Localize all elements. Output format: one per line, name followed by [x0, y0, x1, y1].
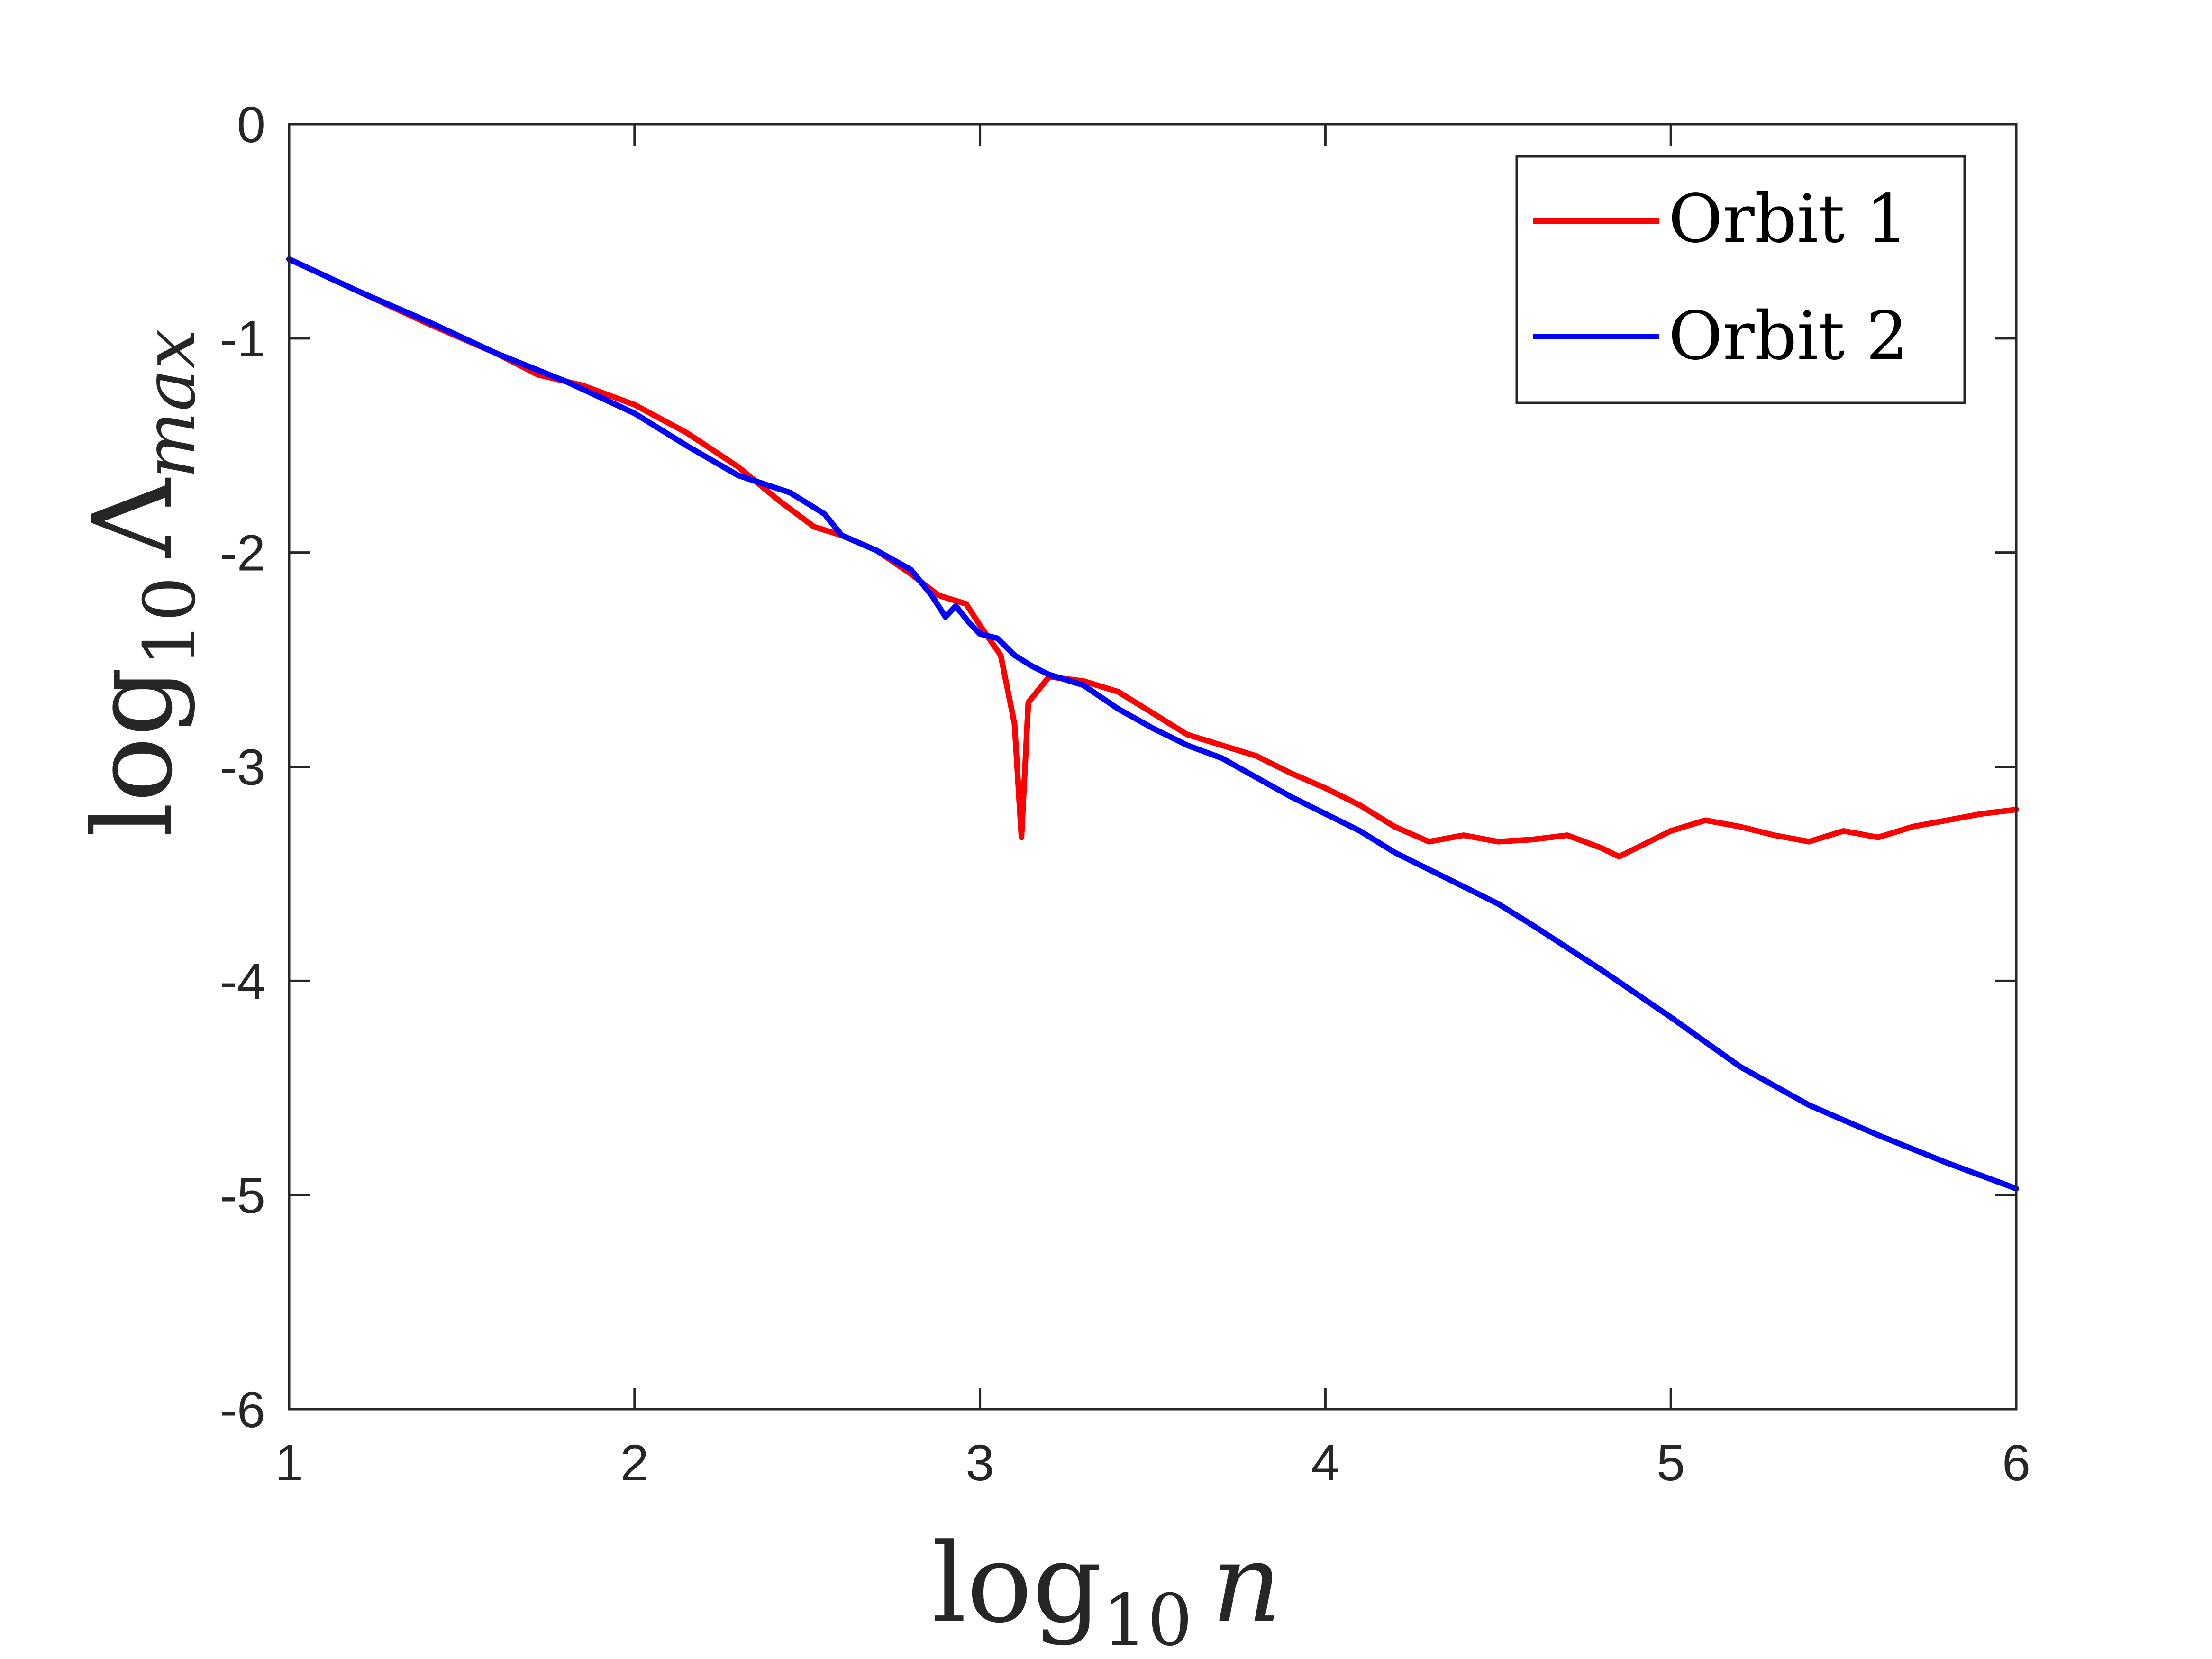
ticks-layer: 1 2 3 4 5 6 0 -1 -2 -3 -4 -5 -6 [220, 96, 2030, 1491]
series-line-orbit-2 [286, 256, 2019, 1192]
legend-box [1515, 155, 1966, 404]
y-axis-title-var-subscript: max [129, 329, 211, 479]
x-axis-title-subscript: 10 [1102, 1579, 1192, 1659]
x-axis-title: log10 n [932, 1521, 1282, 1659]
legend: Orbit 1 Orbit 2 [1515, 155, 1966, 404]
y-axis-title-base: log [70, 667, 197, 837]
x-tick-label-5: 6 [2002, 1434, 2030, 1491]
x-tick-label-3: 4 [1311, 1434, 1339, 1491]
x-tick-label-1: 2 [620, 1434, 649, 1491]
y-tick-label-5: -5 [220, 1167, 265, 1224]
x-tick-label-0: 1 [275, 1434, 303, 1491]
legend-label-orbit-1: Orbit 1 [1668, 181, 1908, 258]
y-tick-label-3: -3 [220, 738, 265, 796]
x-tick-label-4: 5 [1657, 1434, 1685, 1491]
y-axis-title-subscript: 10 [129, 576, 211, 667]
series-layer [286, 256, 2019, 1192]
y-tick-label-2: -2 [220, 524, 265, 582]
y-axis-title: log10 Λmax [70, 329, 211, 838]
y-tick-label-1: -1 [220, 310, 265, 367]
y-tick-label-6: -6 [220, 1381, 265, 1438]
y-tick-label-0: 0 [237, 96, 265, 153]
y-tick-label-4: -4 [220, 952, 265, 1010]
x-tick-label-2: 3 [966, 1434, 994, 1491]
x-axis-title-base: log [932, 1521, 1102, 1647]
y-axis-title-variable: Λ [70, 477, 197, 558]
x-axis-title-variable: n [1211, 1521, 1282, 1647]
legend-label-orbit-2: Orbit 2 [1668, 298, 1908, 375]
